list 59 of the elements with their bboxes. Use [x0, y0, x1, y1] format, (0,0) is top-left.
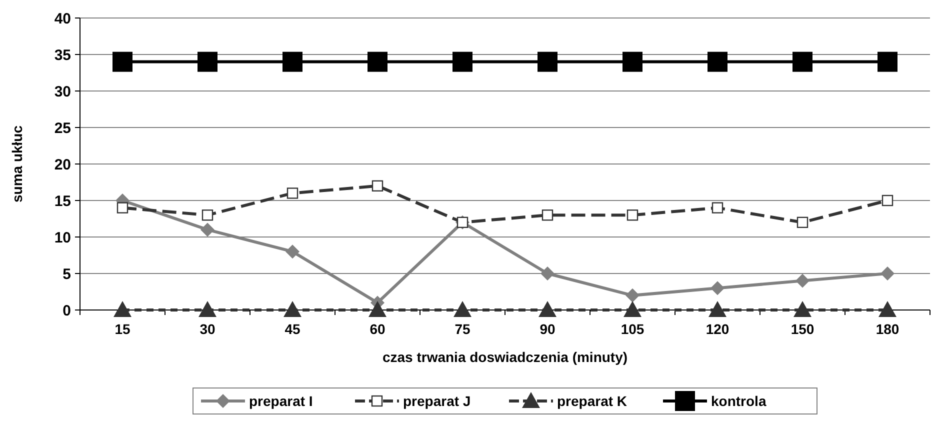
- point: [622, 52, 642, 72]
- point: [880, 266, 894, 280]
- point: [198, 301, 216, 317]
- legend-label: kontrola: [711, 392, 766, 409]
- point: [452, 52, 472, 72]
- point: [284, 301, 302, 317]
- point: [794, 301, 812, 317]
- point: [454, 301, 472, 317]
- point: [286, 188, 298, 199]
- point: [626, 288, 640, 302]
- y-tick-label: 20: [54, 156, 71, 174]
- point: [626, 210, 638, 221]
- point: [282, 52, 302, 72]
- point: [796, 274, 810, 288]
- y-axis-title: suma ukłuc: [9, 125, 25, 203]
- point: [708, 301, 726, 317]
- x-tick-label: 45: [284, 321, 300, 337]
- point: [368, 52, 388, 72]
- point: [116, 202, 128, 214]
- legend-label: preparat I: [249, 392, 313, 409]
- point: [286, 244, 300, 259]
- point: [878, 52, 898, 72]
- x-tick-label: 15: [114, 321, 130, 337]
- point: [878, 301, 896, 317]
- point: [710, 281, 724, 296]
- y-tick-label: 40: [54, 10, 71, 28]
- y-tick-label: 5: [62, 266, 71, 283]
- point: [200, 222, 214, 237]
- y-tick-label: 30: [54, 83, 71, 100]
- legend-label: preparat K: [557, 392, 628, 409]
- point: [882, 194, 894, 206]
- x-tick-label: 150: [790, 321, 814, 337]
- point: [202, 210, 214, 221]
- y-tick-label: 25: [54, 120, 71, 137]
- x-tick-label: 105: [620, 321, 644, 337]
- x-tick-label: 60: [370, 321, 386, 337]
- y-tick-label: 15: [54, 192, 71, 210]
- y-tick-label: 0: [62, 302, 71, 320]
- y-tick-label: 35: [54, 46, 71, 64]
- point: [538, 52, 558, 72]
- point: [114, 301, 132, 317]
- point: [112, 52, 132, 72]
- x-tick-label: 75: [454, 321, 470, 337]
- point: [708, 52, 728, 72]
- x-tick-label: 90: [540, 321, 556, 337]
- legend-label: preparat J: [403, 392, 471, 409]
- point: [796, 216, 808, 228]
- x-tick-label: 30: [200, 321, 216, 337]
- point: [624, 301, 642, 317]
- x-tick-label: 120: [706, 321, 730, 337]
- x-axis-title: czas trwania doswiadczenia (minuty): [382, 349, 628, 365]
- point: [712, 202, 724, 214]
- point: [538, 301, 556, 317]
- point: [540, 266, 554, 280]
- point: [792, 52, 812, 72]
- y-tick-label: 10: [54, 229, 71, 246]
- x-tick-label: 180: [876, 321, 900, 337]
- point: [368, 301, 386, 317]
- point: [198, 52, 218, 72]
